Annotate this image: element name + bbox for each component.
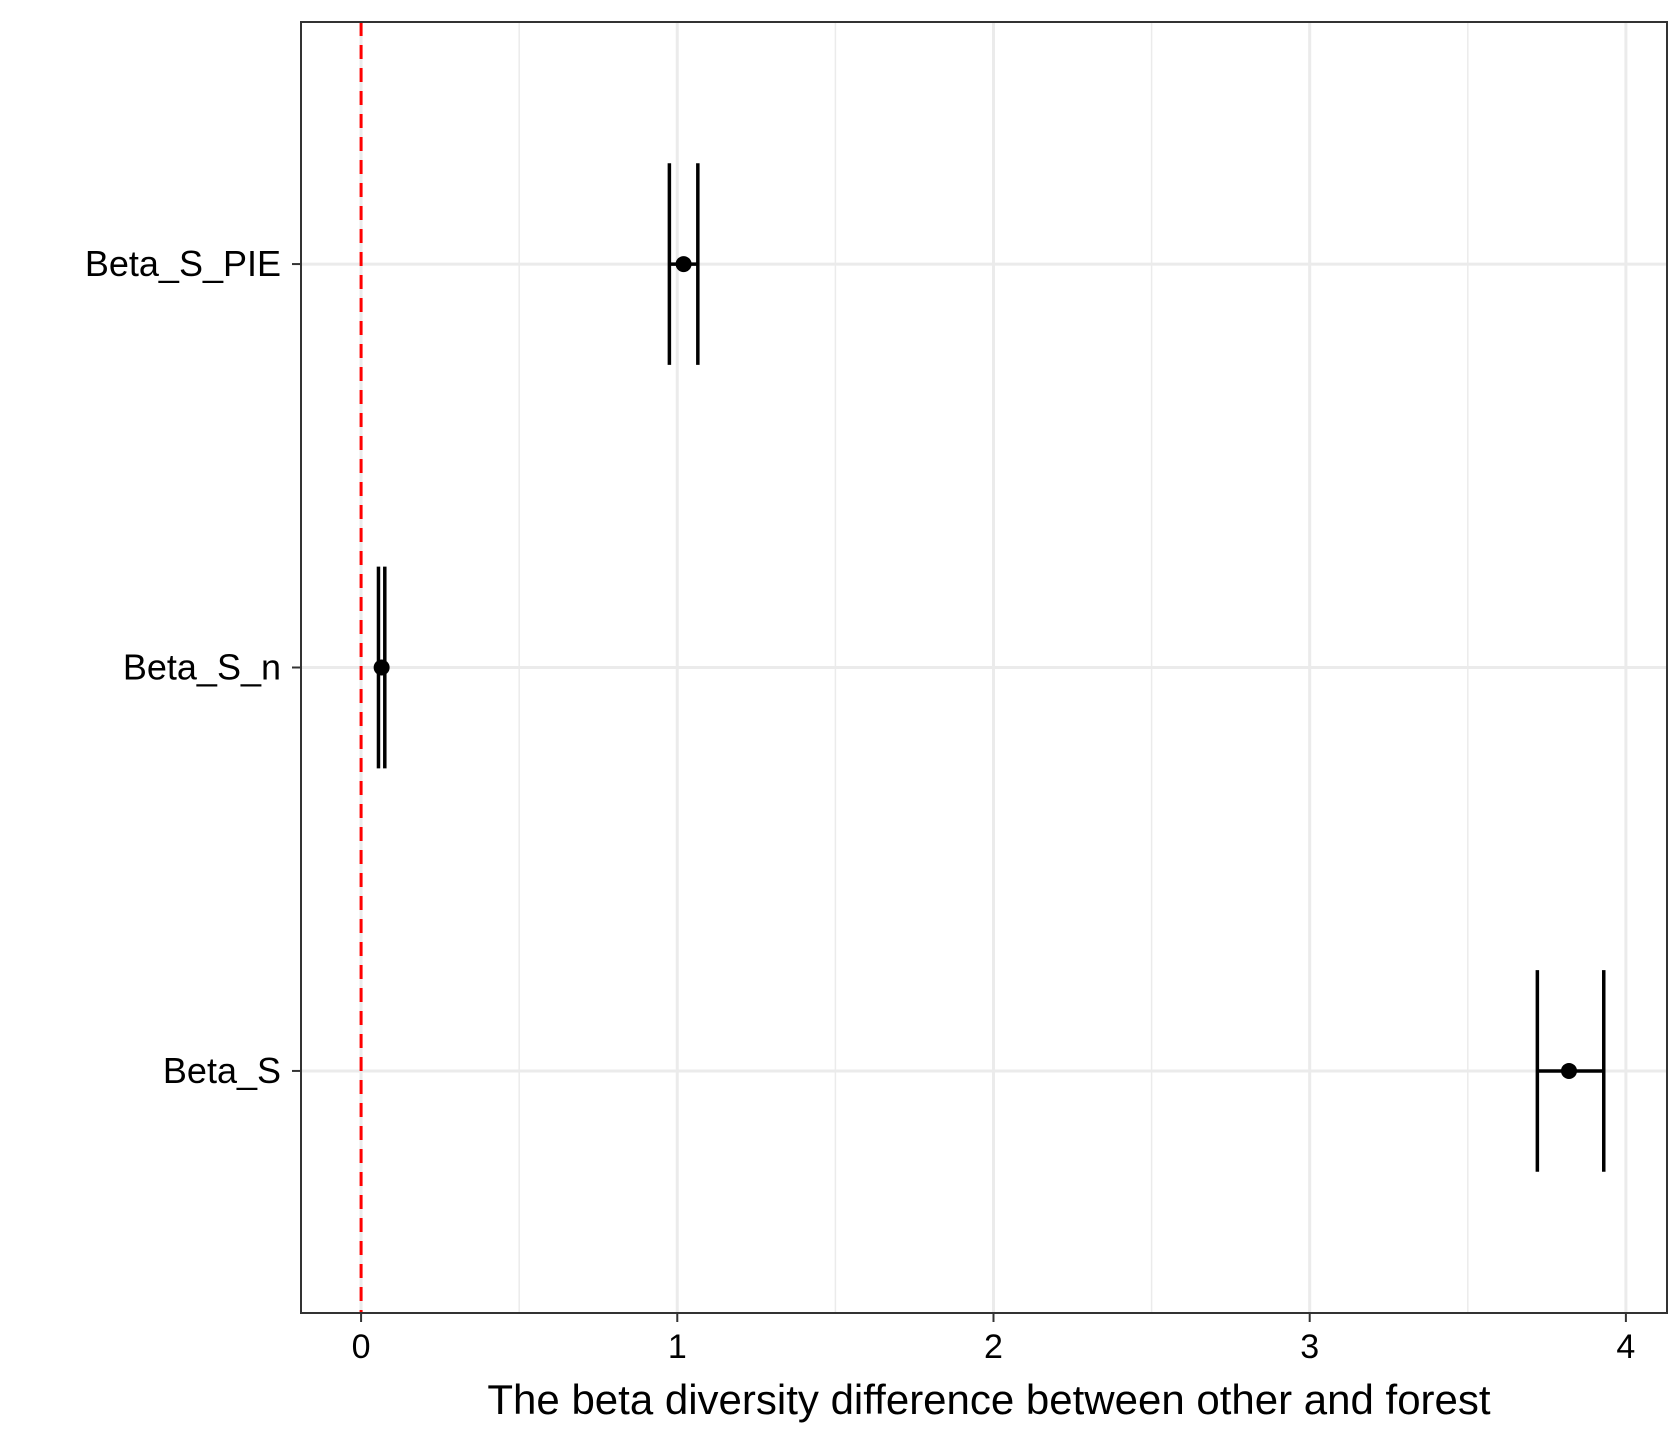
x-tick-label: 1: [668, 1328, 687, 1366]
y-tick-label: Beta_S_PIE: [85, 243, 281, 284]
x-tick-label: 0: [352, 1328, 371, 1366]
y-tick-label: Beta_S: [163, 1050, 281, 1091]
x-axis-title: The beta diversity difference between ot…: [487, 1376, 1490, 1423]
grid-layer: [301, 22, 1667, 1313]
estimate-point: [373, 659, 390, 676]
x-tick-label: 4: [1616, 1328, 1635, 1366]
x-tick-label: 3: [1300, 1328, 1319, 1366]
axis-layer: 0 1 2 3 4 Beta_S_PIE Beta_S_n Beta_S: [85, 243, 1635, 1366]
estimate-point: [675, 256, 692, 273]
estimate-point: [1560, 1062, 1577, 1079]
mark-layer: [373, 163, 1606, 1172]
x-tick-label: 2: [984, 1328, 1003, 1366]
y-tick-label: Beta_S_n: [123, 647, 281, 688]
